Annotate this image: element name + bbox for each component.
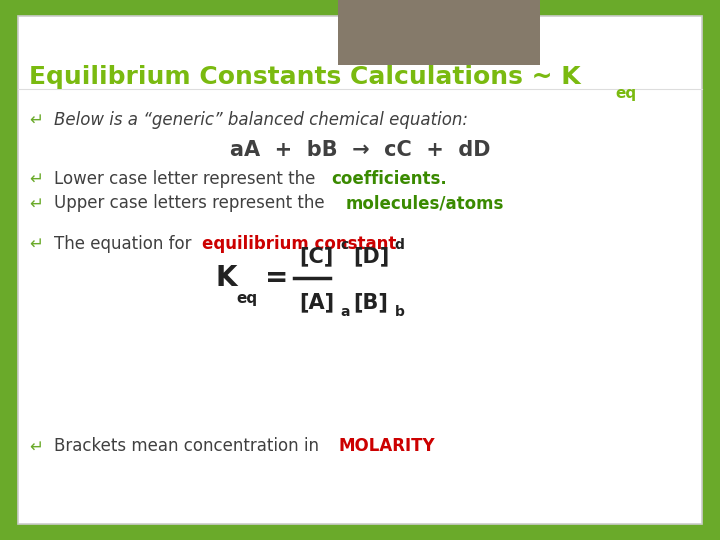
Text: Brackets mean concentration in: Brackets mean concentration in [54, 437, 324, 455]
Text: [B]: [B] [353, 292, 387, 313]
Text: coefficients.: coefficients. [331, 170, 447, 188]
Text: molecules/atoms: molecules/atoms [346, 194, 504, 212]
Text: aA  +  bB  →  cC  +  dD: aA + bB → cC + dD [230, 140, 490, 160]
Text: ↵: ↵ [29, 194, 42, 212]
Text: equilibrium constant: equilibrium constant [202, 235, 396, 253]
Text: Upper case letters represent the: Upper case letters represent the [54, 194, 330, 212]
Text: a: a [341, 305, 350, 319]
Text: =: = [265, 264, 288, 292]
Text: ↵: ↵ [29, 437, 42, 455]
Text: Lower case letter represent the: Lower case letter represent the [54, 170, 320, 188]
Text: MOLARITY: MOLARITY [338, 437, 435, 455]
Text: eq: eq [616, 86, 636, 102]
Text: [A]: [A] [299, 292, 334, 313]
Text: [C]: [C] [299, 246, 333, 267]
Bar [338, 0, 540, 65]
Text: eq: eq [236, 291, 257, 306]
Text: [D]: [D] [353, 246, 389, 267]
Text: d: d [395, 238, 405, 252]
Text: ↵: ↵ [29, 170, 42, 188]
Text: Equilibrium Constants Calculations ~ K: Equilibrium Constants Calculations ~ K [29, 65, 580, 89]
Text: ↵: ↵ [29, 111, 42, 129]
Text: ↵: ↵ [29, 235, 42, 253]
Text: The equation for: The equation for [54, 235, 197, 253]
Text: c: c [341, 238, 348, 252]
Text: Below is a “generic” balanced chemical equation:: Below is a “generic” balanced chemical e… [54, 111, 468, 129]
Text: K: K [216, 264, 238, 292]
Text: b: b [395, 305, 405, 319]
FancyBboxPatch shape [18, 16, 702, 524]
